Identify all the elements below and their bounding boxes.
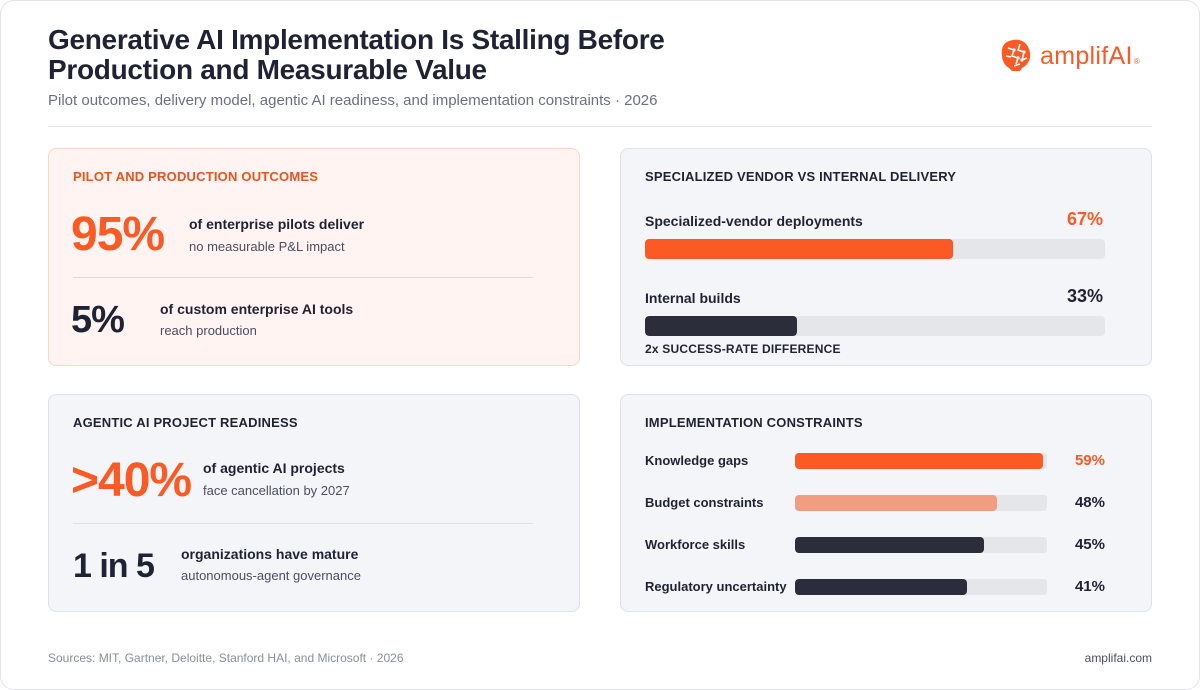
vendor-bar-value-specialized: 67% xyxy=(1066,209,1103,229)
agentic-card-title: AGENTIC AI PROJECT READINESS xyxy=(73,415,298,430)
agentic-stat-1in5-value: 1 in 5 xyxy=(73,547,155,585)
pilot-stat-5-line1: of custom enterprise AI tools xyxy=(160,301,354,317)
pilot-card-title: PILOT AND PRODUCTION OUTCOMES xyxy=(73,169,319,184)
agentic-stat-40-line1: of agentic AI projects xyxy=(203,460,345,476)
constraint-value-regulatory-uncertainty: 41% xyxy=(1074,578,1105,595)
site-link[interactable]: amplifai.com xyxy=(1084,651,1152,665)
agentic-stat-1in5-line1: organizations have mature xyxy=(181,546,359,562)
page-subtitle: Pilot outcomes, delivery model, agentic … xyxy=(48,92,658,109)
constraint-label-budget-constraints: Budget constraints xyxy=(645,495,764,510)
brain-logo-icon xyxy=(1001,39,1031,71)
constraint-track-regulatory-uncertainty xyxy=(795,579,1047,595)
header-divider xyxy=(48,126,1152,127)
vendor-bar-label-specialized: Specialized-vendor deployments xyxy=(645,213,863,229)
pilot-stat-5-line2: reach production xyxy=(160,323,257,338)
agentic-stat-1in5-line2: autonomous-agent governance xyxy=(181,568,361,583)
pilot-outcomes-card: PILOT AND PRODUCTION OUTCOMES 95% of ent… xyxy=(48,148,580,366)
page-title: Generative AI Implementation Is Stalling… xyxy=(48,24,665,85)
vendor-delivery-card: SPECIALIZED VENDOR VS INTERNAL DELIVERY … xyxy=(620,148,1152,366)
pilot-card-divider xyxy=(73,277,533,278)
vendor-annotation: 2x SUCCESS-RATE DIFFERENCE xyxy=(645,342,841,356)
pilot-stat-95-value: 95% xyxy=(71,208,165,261)
constraint-bar-workforce-skills xyxy=(795,537,984,553)
constraint-value-workforce-skills: 45% xyxy=(1074,536,1105,553)
pilot-stat-95-line2: no measurable P&L impact xyxy=(189,239,345,254)
constraint-track-budget-constraints xyxy=(795,495,1047,511)
constraint-bar-budget-constraints xyxy=(795,495,997,511)
logo-registered-mark: ® xyxy=(1133,56,1140,66)
constraint-label-regulatory-uncertainty: Regulatory uncertainty xyxy=(645,579,787,594)
vendor-bar-specialized xyxy=(645,239,954,259)
sources-note: Sources: MIT, Gartner, Deloitte, Stanfor… xyxy=(48,651,404,665)
pilot-stat-5-value: 5% xyxy=(71,299,125,341)
constraint-bar-regulatory-uncertainty xyxy=(795,579,967,595)
amplifai-logo: amplifAI ® xyxy=(1000,36,1155,76)
agentic-readiness-card: AGENTIC AI PROJECT READINESS >40% of age… xyxy=(48,394,580,612)
vendor-card-title: SPECIALIZED VENDOR VS INTERNAL DELIVERY xyxy=(645,169,957,184)
vendor-bar-internal xyxy=(645,316,797,336)
agentic-card-divider xyxy=(73,523,533,524)
logo-wordmark: amplifAI xyxy=(1040,41,1133,70)
agentic-stat-40-value: >40% xyxy=(71,454,192,507)
constraint-label-workforce-skills: Workforce skills xyxy=(645,537,746,552)
vendor-bar-track-specialized xyxy=(645,239,1105,259)
constraint-value-knowledge-gaps: 59% xyxy=(1074,452,1105,469)
constraint-track-workforce-skills xyxy=(795,537,1047,553)
constraint-value-budget-constraints: 48% xyxy=(1074,494,1105,511)
constraint-track-knowledge-gaps xyxy=(795,453,1047,469)
pilot-stat-95-line1: of enterprise pilots deliver xyxy=(189,216,365,232)
agentic-stat-40-line2: face cancellation by 2027 xyxy=(203,483,350,498)
constraints-card-title: IMPLEMENTATION CONSTRAINTS xyxy=(645,415,863,430)
constraint-bar-knowledge-gaps xyxy=(795,453,1043,469)
vendor-bar-label-internal: Internal builds xyxy=(645,290,741,306)
vendor-bar-value-internal: 33% xyxy=(1066,286,1103,306)
implementation-constraints-card: IMPLEMENTATION CONSTRAINTS Knowledge gap… xyxy=(620,394,1152,612)
vendor-bar-track-internal xyxy=(645,316,1105,336)
constraint-label-knowledge-gaps: Knowledge gaps xyxy=(645,453,749,468)
